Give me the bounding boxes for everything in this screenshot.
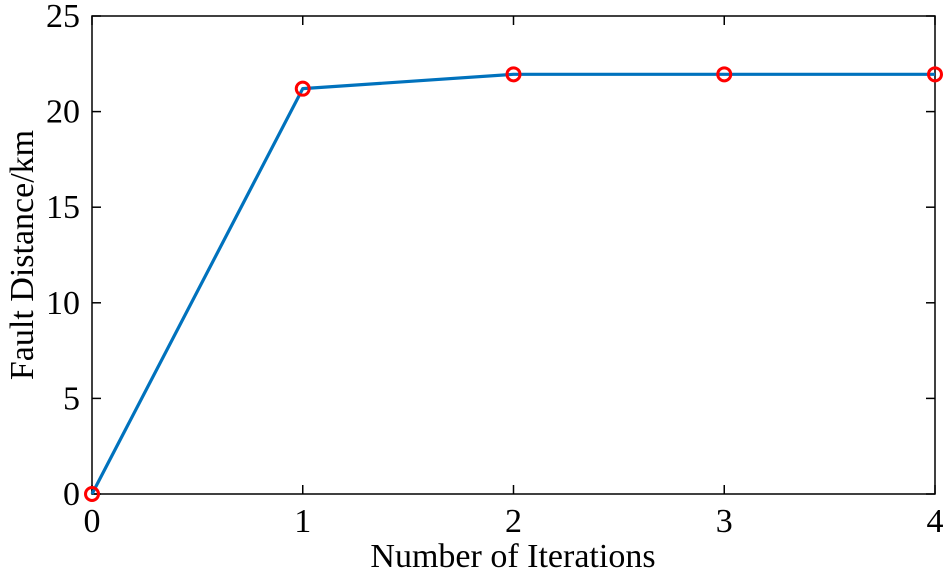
y-tick-label: 20 bbox=[46, 94, 80, 131]
series-line bbox=[90, 72, 935, 495]
x-axis-label: Number of Iterations bbox=[370, 538, 655, 575]
data-point-marker bbox=[84, 486, 100, 502]
data-point-marker bbox=[927, 66, 943, 83]
x-tick-label: 3 bbox=[716, 503, 733, 540]
data-point-marker bbox=[716, 66, 733, 83]
data-point-marker bbox=[294, 80, 311, 97]
y-tick-label: 10 bbox=[46, 285, 80, 322]
data-point-marker bbox=[505, 66, 522, 83]
y-tick-label: 25 bbox=[46, 0, 80, 35]
x-tick-label: 4 bbox=[927, 503, 944, 540]
axis-ticks: 0 1 2 3 4 0 5 10 15 20 25 bbox=[46, 0, 944, 540]
x-tick-label: 1 bbox=[294, 503, 311, 540]
x-tick-label: 2 bbox=[505, 503, 522, 540]
y-axis-label: Fault Distance/km bbox=[4, 130, 41, 380]
y-tick-label: 15 bbox=[46, 189, 80, 226]
y-tick-label: 5 bbox=[63, 380, 80, 417]
y-tick-label: 0 bbox=[63, 476, 80, 513]
plot-area bbox=[91, 15, 936, 495]
x-tick-label: 0 bbox=[84, 503, 101, 540]
data-series bbox=[84, 66, 943, 502]
